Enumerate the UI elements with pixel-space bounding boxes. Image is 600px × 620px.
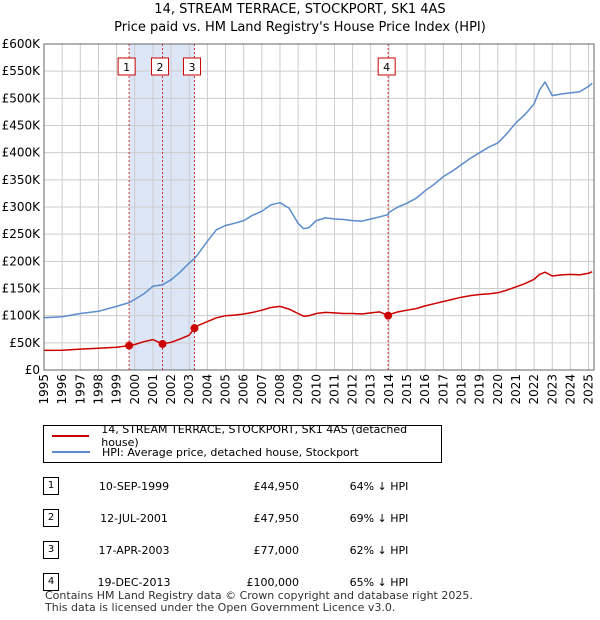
x-tick-label: 2013 [364, 374, 378, 405]
transaction-price: £44,950 [253, 479, 300, 493]
transaction-price: £77,000 [253, 543, 300, 557]
x-tick-label: 2004 [200, 374, 214, 405]
x-tick-label: 2016 [418, 374, 432, 405]
chart-legend: 14, STREAM TERRACE, STOCKPORT, SK1 4AS (… [43, 423, 442, 463]
x-tick-label: 2012 [346, 374, 360, 405]
x-tick-label: 2011 [327, 374, 341, 405]
transaction-price: £100,000 [246, 575, 300, 589]
x-tick-label: 1998 [91, 374, 105, 405]
transaction-date: 12-JUL-2001 [100, 511, 168, 525]
footer-attribution: Contains HM Land Registry data © Crown c… [45, 590, 473, 614]
x-tick-label: 2009 [291, 374, 305, 405]
y-tick-label: £500K [2, 91, 42, 105]
transaction-label: 1 [123, 61, 130, 74]
x-tick-label: 2019 [473, 374, 487, 405]
transaction-label-box [117, 57, 136, 76]
y-tick-label: £600K [2, 37, 42, 51]
transaction-label: 3 [188, 61, 195, 74]
transaction-hpi: 64% ↓ HPI [349, 479, 409, 493]
hpi-line [43, 81, 593, 319]
transaction-date: 17-APR-2003 [98, 543, 170, 557]
x-tick-label: 2003 [182, 374, 196, 405]
x-tick-label: 2005 [219, 374, 233, 405]
transaction-price: £47,950 [253, 511, 300, 525]
y-tick-label: £200K [2, 254, 42, 268]
y-tick-label: £450K [2, 119, 42, 133]
x-tick-label: 2022 [527, 374, 541, 405]
transactions-table: 1 10-SEP-1999 £44,950 64% ↓ HPI 2 12-JUL… [43, 470, 439, 598]
y-tick-label: £0 [25, 363, 40, 377]
transaction-label: 2 [157, 61, 164, 74]
transaction-label-box [151, 57, 170, 76]
y-tick-label: £150K [2, 282, 42, 296]
x-tick-label: 2025 [582, 374, 596, 405]
legend-swatch-hpi [52, 451, 90, 453]
x-tick-label: 2001 [146, 374, 160, 405]
sale-point [125, 341, 134, 350]
legend-label-hpi: HPI: Average price, detached house, Stoc… [102, 445, 359, 459]
transaction-label-box [377, 57, 396, 76]
legend-entry-property: 14, STREAM TERRACE, STOCKPORT, SK1 4AS (… [52, 423, 441, 449]
transaction-hpi: 69% ↓ HPI [349, 511, 409, 525]
footer-line-1: Contains HM Land Registry data © Crown c… [45, 589, 473, 602]
price-chart: £0 £50K £100K £150K £200K £250K £300K £350K £400… [2, 37, 596, 405]
x-tick-label: 2015 [400, 374, 414, 405]
x-tick-label: 2007 [255, 374, 269, 405]
x-tick-label: 2018 [454, 374, 468, 405]
legend-entry-hpi: HPI: Average price, detached house, Stoc… [52, 444, 359, 460]
transaction-number: 2 [43, 509, 59, 527]
x-tick-label: 2023 [545, 374, 559, 405]
y-tick-label: £250K [2, 227, 42, 241]
x-tick-label: 1995 [37, 374, 51, 405]
x-tick-label: 2000 [128, 374, 142, 405]
x-tick-label: 2002 [164, 374, 178, 405]
x-tick-label: 1999 [110, 374, 124, 405]
x-tick-label: 2021 [509, 374, 523, 405]
transaction-hpi: 62% ↓ HPI [349, 543, 409, 557]
x-tick-label: 2008 [273, 374, 287, 405]
y-tick-label: £400K [2, 146, 42, 160]
table-row: 2 12-JUL-2001 £47,950 69% ↓ HPI [43, 502, 439, 534]
transaction-date: 19-DEC-2013 [97, 575, 171, 589]
x-tick-label: 2014 [382, 374, 396, 405]
transaction-label-box [182, 57, 201, 76]
y-tick-label: £550K [2, 64, 42, 78]
property-price-line [43, 271, 593, 352]
y-tick-label: £350K [2, 173, 42, 187]
table-row: 3 17-APR-2003 £77,000 62% ↓ HPI [43, 534, 439, 566]
y-tick-label: £100K [2, 309, 42, 323]
table-row: 1 10-SEP-1999 £44,950 64% ↓ HPI [43, 470, 439, 502]
footer-line-2: This data is licensed under the Open Gov… [45, 601, 396, 614]
plot-frame [43, 43, 595, 371]
x-tick-label: 2010 [309, 374, 323, 405]
chart-subtitle: Price paid vs. HM Land Registry's House … [114, 20, 486, 35]
sale-point [190, 324, 199, 333]
x-tick-label: 2020 [491, 374, 505, 405]
y-tick-label: £300K [2, 200, 42, 214]
y-tick-label: £50K [9, 336, 41, 350]
chart-title: 14, STREAM TERRACE, STOCKPORT, SK1 4AS [154, 2, 446, 17]
legend-label-property: 14, STREAM TERRACE, STOCKPORT, SK1 4AS (… [101, 423, 408, 449]
x-tick-label: 1997 [73, 374, 87, 405]
x-tick-label: 1996 [55, 374, 69, 405]
transaction-number: 4 [43, 573, 59, 591]
transaction-number: 3 [43, 541, 59, 559]
x-tick-label: 2017 [436, 374, 450, 405]
transaction-hpi: 65% ↓ HPI [349, 575, 409, 589]
table-row: 4 19-DEC-2013 £100,000 65% ↓ HPI [43, 566, 439, 598]
x-tick-label: 2006 [237, 374, 251, 405]
sale-point [158, 339, 167, 348]
x-tick-label: 2024 [563, 374, 577, 405]
transaction-date: 10-SEP-1999 [98, 479, 170, 493]
transaction-number: 1 [43, 477, 59, 495]
sale-point [384, 311, 393, 320]
legend-swatch-property [52, 435, 90, 437]
transaction-label: 4 [383, 61, 390, 74]
